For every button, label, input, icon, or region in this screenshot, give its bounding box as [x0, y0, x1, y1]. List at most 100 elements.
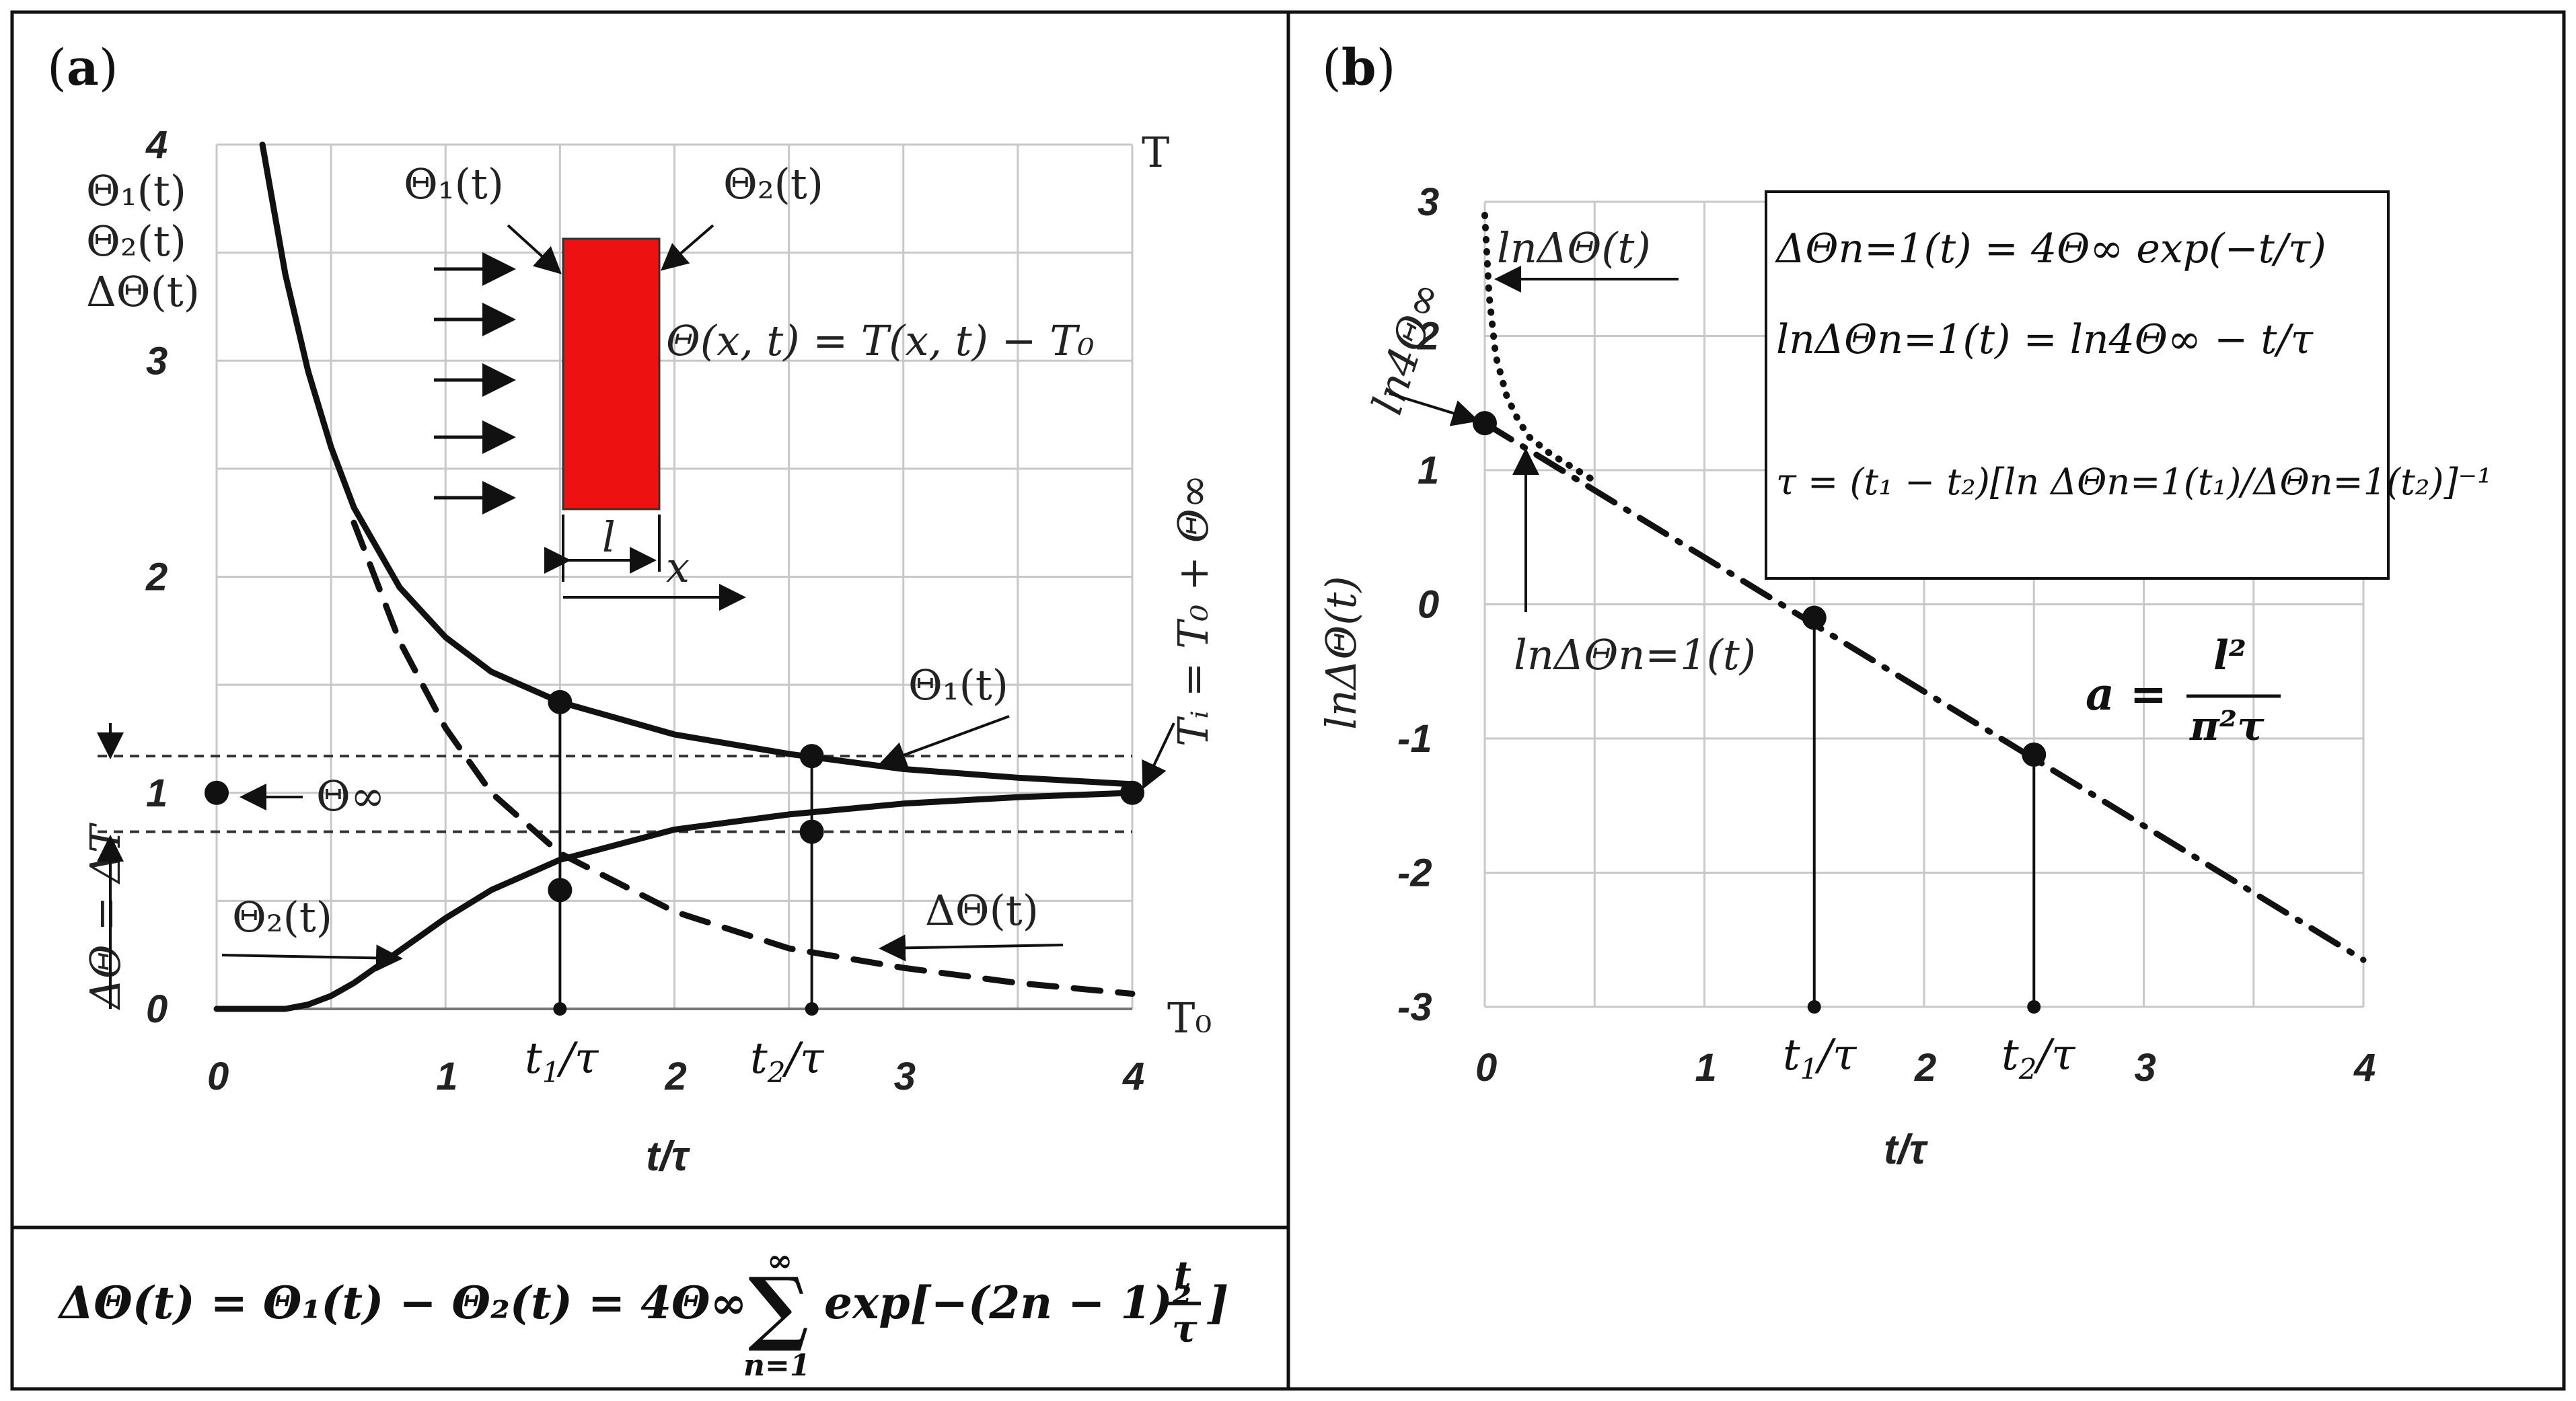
x-tick-label: 2 — [1914, 1046, 1936, 1090]
theta-inf-label: Θ∞ — [316, 771, 385, 821]
ylabel-theta1: Θ₁(t) — [86, 166, 186, 215]
formula-sum-top: ∞ — [767, 1242, 793, 1279]
series-line-1 — [213, 790, 1136, 1012]
formula-sum-sign: ∑ — [748, 1260, 809, 1355]
diffusivity-den: π²τ — [2189, 703, 2265, 750]
panel-b: (b) 0 1 2 3 4 -3 -2 -1 0 1 2 3 ΔΘn=1(t) = 4Θ∞ exp(−… — [1317, 39, 2492, 1173]
y-tick-label: 3 — [146, 339, 168, 383]
equation-2: lnΔΘn=1(t) = ln4Θ∞ − t/τ — [1776, 316, 2314, 363]
series-line-1 — [1481, 420, 2367, 963]
y-tick-label: 1 — [1418, 449, 1439, 492]
x-tick-label: 3 — [894, 1055, 916, 1098]
formula-frac-num: t — [1174, 1253, 1191, 1297]
t2-tick-label: t2/τ — [750, 1034, 825, 1089]
diffusivity-lhs: a = — [2086, 668, 2167, 720]
thickness-label: l — [602, 513, 616, 562]
y-tick-label: 3 — [1418, 180, 1439, 224]
equation-box — [1765, 190, 2390, 580]
right-axis-arrow — [1142, 722, 1175, 790]
panel-a-axes: 0 1 2 3 4 0 1 2 3 4 — [145, 123, 1144, 1098]
panel-a-points — [205, 689, 1144, 1016]
y-tick-label: 4 — [145, 123, 168, 167]
y-tick-label: -1 — [1397, 717, 1432, 761]
equation-1: ΔΘn=1(t) = 4Θ∞ exp(−t/τ) — [1775, 225, 2326, 272]
data-point — [2022, 742, 2047, 767]
panel-b-xlabel: t/τ — [1884, 1127, 1928, 1173]
panel-a-grid — [215, 143, 1134, 1010]
bottom-formula: ΔΘ(t) = Θ₁(t) − Θ₂(t) = 4Θ∞ ∞ ∑ n=1 exp[… — [57, 1242, 1228, 1383]
x-tick-label: 4 — [1122, 1055, 1144, 1098]
specimen-rectangle — [562, 237, 661, 510]
t1-tick-label-b: t1/τ — [1783, 1030, 1857, 1086]
data-point — [799, 819, 824, 844]
data-point — [548, 878, 573, 903]
equation-3: τ = (t₁ − t₂)[ln ΔΘn=1(t₁)/ΔΘn=1(t₂)]⁻¹ — [1776, 461, 2492, 503]
ylabel-delta: ΔΘ(t) — [86, 267, 200, 316]
x-tick-label: 0 — [1475, 1046, 1497, 1090]
curve-delta-pointer — [879, 934, 1064, 962]
formula-frac-den: τ — [1172, 1307, 1198, 1351]
series-line-2 — [351, 519, 1136, 997]
inset-relation-label: Θ(x, t) = T(x, t) − T₀ — [666, 316, 1095, 365]
data-point — [548, 689, 573, 714]
x-tick-label: 4 — [2353, 1046, 2376, 1090]
panel-a: (a) 0 1 2 3 4 0 1 2 3 4 Θ₁(t) Θ₂(t) ΔΘ(t) ΔΘ = ΔT… — [12, 39, 1288, 1383]
line-label: lnΔΘn=1(t) — [1514, 630, 1756, 679]
panel-b-points — [1473, 411, 2047, 1014]
data-point — [1120, 780, 1144, 805]
y-tick-label: 1 — [146, 771, 168, 815]
panel-b-ylabel: lnΔΘ(t) — [1317, 576, 1366, 730]
theta2-pointer — [660, 224, 714, 271]
ylabel-theta2: Θ₂(t) — [86, 217, 186, 266]
theta1-pointer — [507, 224, 562, 274]
data-point — [1802, 605, 1827, 630]
y-tick-label: 2 — [1417, 315, 1439, 358]
panel-a-xlabel: t/τ — [646, 1133, 690, 1180]
specimen-inset: Θ₁(t) Θ₂(t) Θ(x, t) = T(x, t) − T₀ l x — [404, 159, 1095, 611]
t1-tick-label: t1/τ — [525, 1034, 599, 1089]
x-tick-label: 2 — [665, 1055, 687, 1098]
x-tick-label: 1 — [1695, 1046, 1717, 1090]
curve-theta1-pointer — [879, 715, 1010, 768]
series-line-0 — [1481, 211, 1598, 484]
t2-tick-label-b: t2/τ — [2001, 1030, 2076, 1086]
y-tick-label: -3 — [1397, 985, 1432, 1029]
axis-marker — [805, 1002, 819, 1016]
formula-rhs: exp[−(2n − 1)² — [824, 1277, 1191, 1329]
diffusivity-num: l² — [2213, 632, 2246, 679]
data-point — [1807, 1000, 1821, 1014]
formula-sum-bottom: n=1 — [743, 1349, 810, 1383]
inset-theta2-label: Θ₂(t) — [723, 159, 823, 209]
formula-lhs: ΔΘ(t) = Θ₁(t) − Θ₂(t) = 4Θ∞ — [57, 1277, 747, 1329]
y-tick-label: -2 — [1397, 851, 1432, 895]
right-top-label: T — [1142, 128, 1169, 177]
data-point — [1473, 411, 1497, 436]
curve-label-theta1: Θ₁(t) — [908, 660, 1008, 710]
intercept-arrow — [1389, 392, 1479, 426]
curve-label-delta: ΔΘ(t) — [925, 886, 1039, 935]
right-axis-label: Tᵢ = T₀ + Θ∞ — [1169, 474, 1218, 747]
diffusivity-formula: a = l² π²τ — [2086, 632, 2281, 750]
data-point — [2027, 1000, 2041, 1014]
left-axis-label: ΔΘ = ΔT — [81, 822, 130, 1010]
panel-b-label: (b) — [1322, 39, 1396, 97]
right-bottom-label: T₀ — [1167, 993, 1212, 1043]
x-tick-label: 3 — [2135, 1046, 2156, 1090]
data-point — [799, 744, 824, 769]
panel-b-axes: 0 1 2 3 4 -3 -2 -1 0 1 2 3 — [1397, 180, 2376, 1090]
x-tick-label: 0 — [207, 1055, 229, 1098]
x-tick-label: 1 — [436, 1055, 457, 1098]
y-tick-label: 0 — [146, 987, 168, 1031]
axis-marker — [553, 1002, 567, 1016]
panel-b-series — [1481, 211, 2367, 963]
inset-theta1-label: Θ₁(t) — [404, 159, 504, 209]
curve-theta2-pointer — [221, 944, 403, 972]
x-direction-label: x — [666, 543, 690, 592]
curve-label-log: lnΔΘ(t) — [1497, 223, 1651, 272]
curve-label-theta2: Θ₂(t) — [232, 893, 332, 942]
y-tick-label: 2 — [145, 556, 168, 599]
panel-a-label: (a) — [47, 39, 118, 97]
formula-close: ] — [1207, 1277, 1228, 1329]
data-point — [205, 780, 229, 805]
